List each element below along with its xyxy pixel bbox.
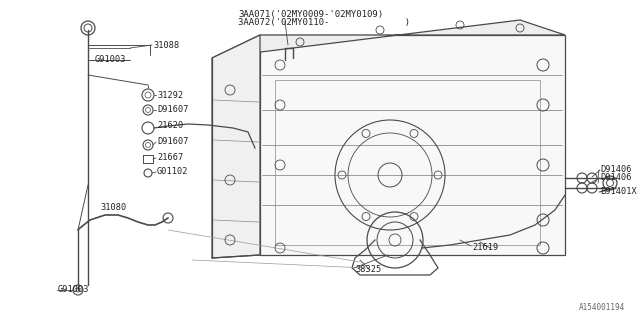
- Polygon shape: [212, 35, 260, 258]
- Text: 31080: 31080: [100, 204, 126, 212]
- Text: G01102: G01102: [157, 167, 189, 177]
- Text: D91607: D91607: [157, 138, 189, 147]
- Text: D91607: D91607: [157, 106, 189, 115]
- Text: 3AA071('02MY0009-'02MY0109): 3AA071('02MY0009-'02MY0109): [238, 10, 383, 19]
- Polygon shape: [212, 20, 565, 58]
- Text: 38325: 38325: [355, 266, 381, 275]
- Text: D91406: D91406: [600, 173, 632, 182]
- Text: 21619: 21619: [472, 244, 499, 252]
- Text: G91003: G91003: [58, 285, 90, 294]
- Text: 31292: 31292: [157, 91, 183, 100]
- Text: B91401X: B91401X: [600, 188, 637, 196]
- Polygon shape: [260, 35, 565, 255]
- Text: 3AA072('02MY0110-              ): 3AA072('02MY0110- ): [238, 18, 410, 27]
- Text: D91406: D91406: [600, 165, 632, 174]
- Text: A154001194: A154001194: [579, 303, 625, 312]
- Text: 31088: 31088: [153, 41, 179, 50]
- Text: G91003: G91003: [95, 55, 127, 65]
- Text: 21620: 21620: [157, 121, 183, 130]
- Text: 21667: 21667: [157, 154, 183, 163]
